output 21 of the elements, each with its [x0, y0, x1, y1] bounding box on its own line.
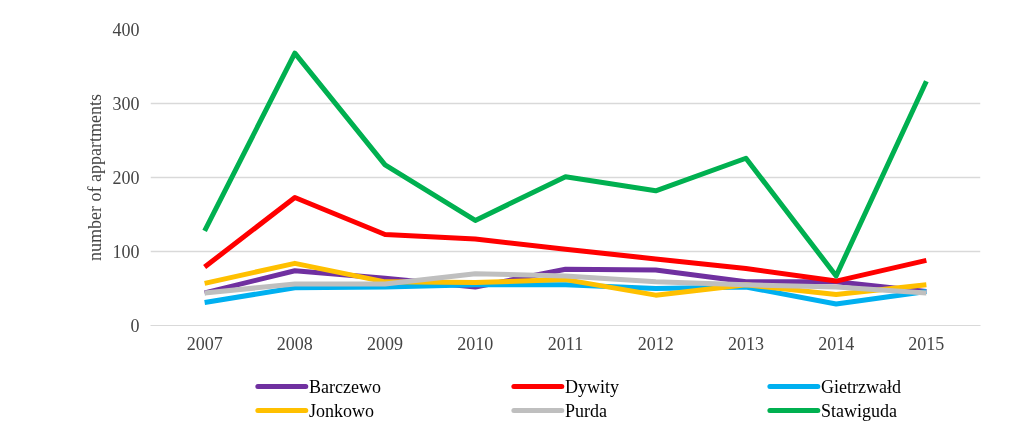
x-tick-label: 2014 [818, 333, 855, 354]
x-tick-label: 2008 [276, 333, 313, 354]
legend-label: Gietrzwałd [821, 376, 902, 397]
y-tick-label: 400 [112, 20, 140, 40]
x-tick-label: 2010 [457, 333, 494, 354]
x-tick-label: 2012 [637, 333, 674, 354]
x-tick-label: 2013 [727, 333, 764, 354]
legend-label: Purda [565, 400, 608, 421]
x-tick-label: 2007 [186, 333, 223, 354]
y-tick-label: 200 [112, 168, 140, 188]
legend-label: Barczewo [309, 376, 382, 397]
legend-label: Stawiguda [821, 400, 898, 421]
y-tick-label: 300 [112, 94, 140, 114]
y-axis-title: number of appartments [84, 94, 105, 261]
y-tick-label: 0 [130, 316, 140, 336]
x-tick-label: 2009 [367, 333, 404, 354]
y-tick-label: 100 [112, 242, 140, 262]
x-tick-label: 2015 [908, 333, 945, 354]
x-tick-label: 2011 [547, 333, 584, 354]
legend-label: Jonkowo [309, 400, 375, 421]
legend-label: Dywity [565, 376, 620, 397]
